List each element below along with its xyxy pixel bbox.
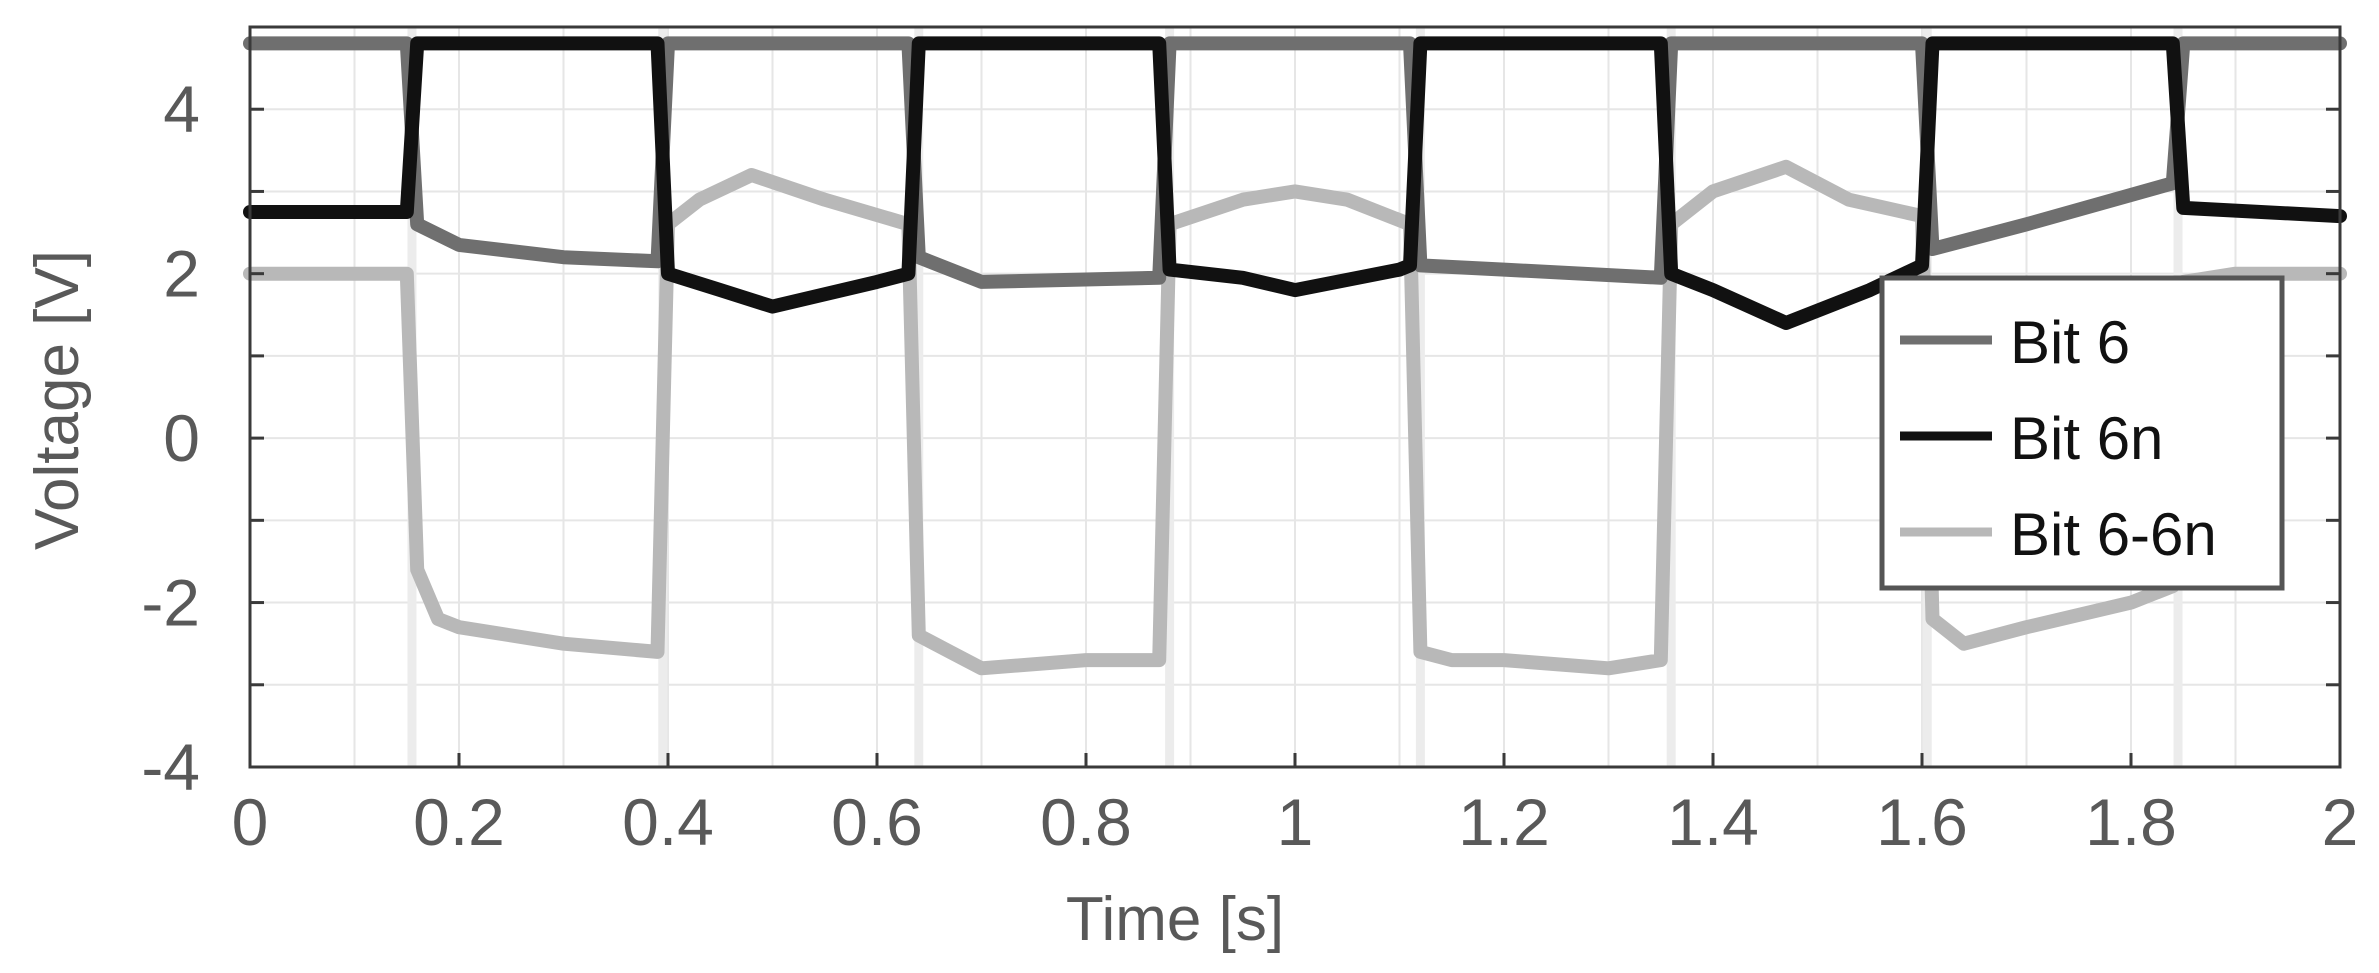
y-tick-label: 2 — [163, 237, 200, 311]
legend-label: Bit 6n — [2010, 405, 2163, 472]
legend: Bit 6 Bit 6n Bit 6-6n — [1879, 275, 2285, 591]
x-tick-label: 2 — [2322, 785, 2359, 859]
x-tick-label: 0.6 — [831, 785, 923, 859]
y-tick-label: -4 — [141, 730, 200, 804]
x-tick-label: 1.8 — [2085, 785, 2177, 859]
x-tick-label: 0.2 — [413, 785, 505, 859]
series-line-2 — [243, 36, 2347, 330]
x-tick-label: 0 — [232, 785, 269, 859]
x-tick-label: 1.6 — [1876, 785, 1968, 859]
y-axis-title: Voltage [V] — [23, 250, 92, 550]
x-tick-label: 0.4 — [622, 785, 714, 859]
series-line-3 — [243, 159, 2347, 676]
legend-label: Bit 6-6n — [2010, 501, 2217, 568]
x-tick-label: 1.4 — [1667, 785, 1759, 859]
x-axis-title: Time [s] — [1066, 885, 1284, 954]
legend-label: Bit 6 — [2010, 309, 2130, 376]
y-tick-label: 4 — [163, 72, 200, 146]
x-tick-label: 1 — [1277, 785, 1314, 859]
axis-ticks: 0 0.2 0.4 0.6 0.8 1 1.2 1.4 1.6 1.8 2 -4 -2 0 2 4 — [141, 25, 2359, 859]
x-tick-label: 0.8 — [1040, 785, 1132, 859]
data-series — [243, 36, 2347, 676]
y-tick-label: 0 — [163, 401, 200, 475]
x-tick-label: 1.2 — [1458, 785, 1550, 859]
y-tick-label: -2 — [141, 566, 200, 640]
